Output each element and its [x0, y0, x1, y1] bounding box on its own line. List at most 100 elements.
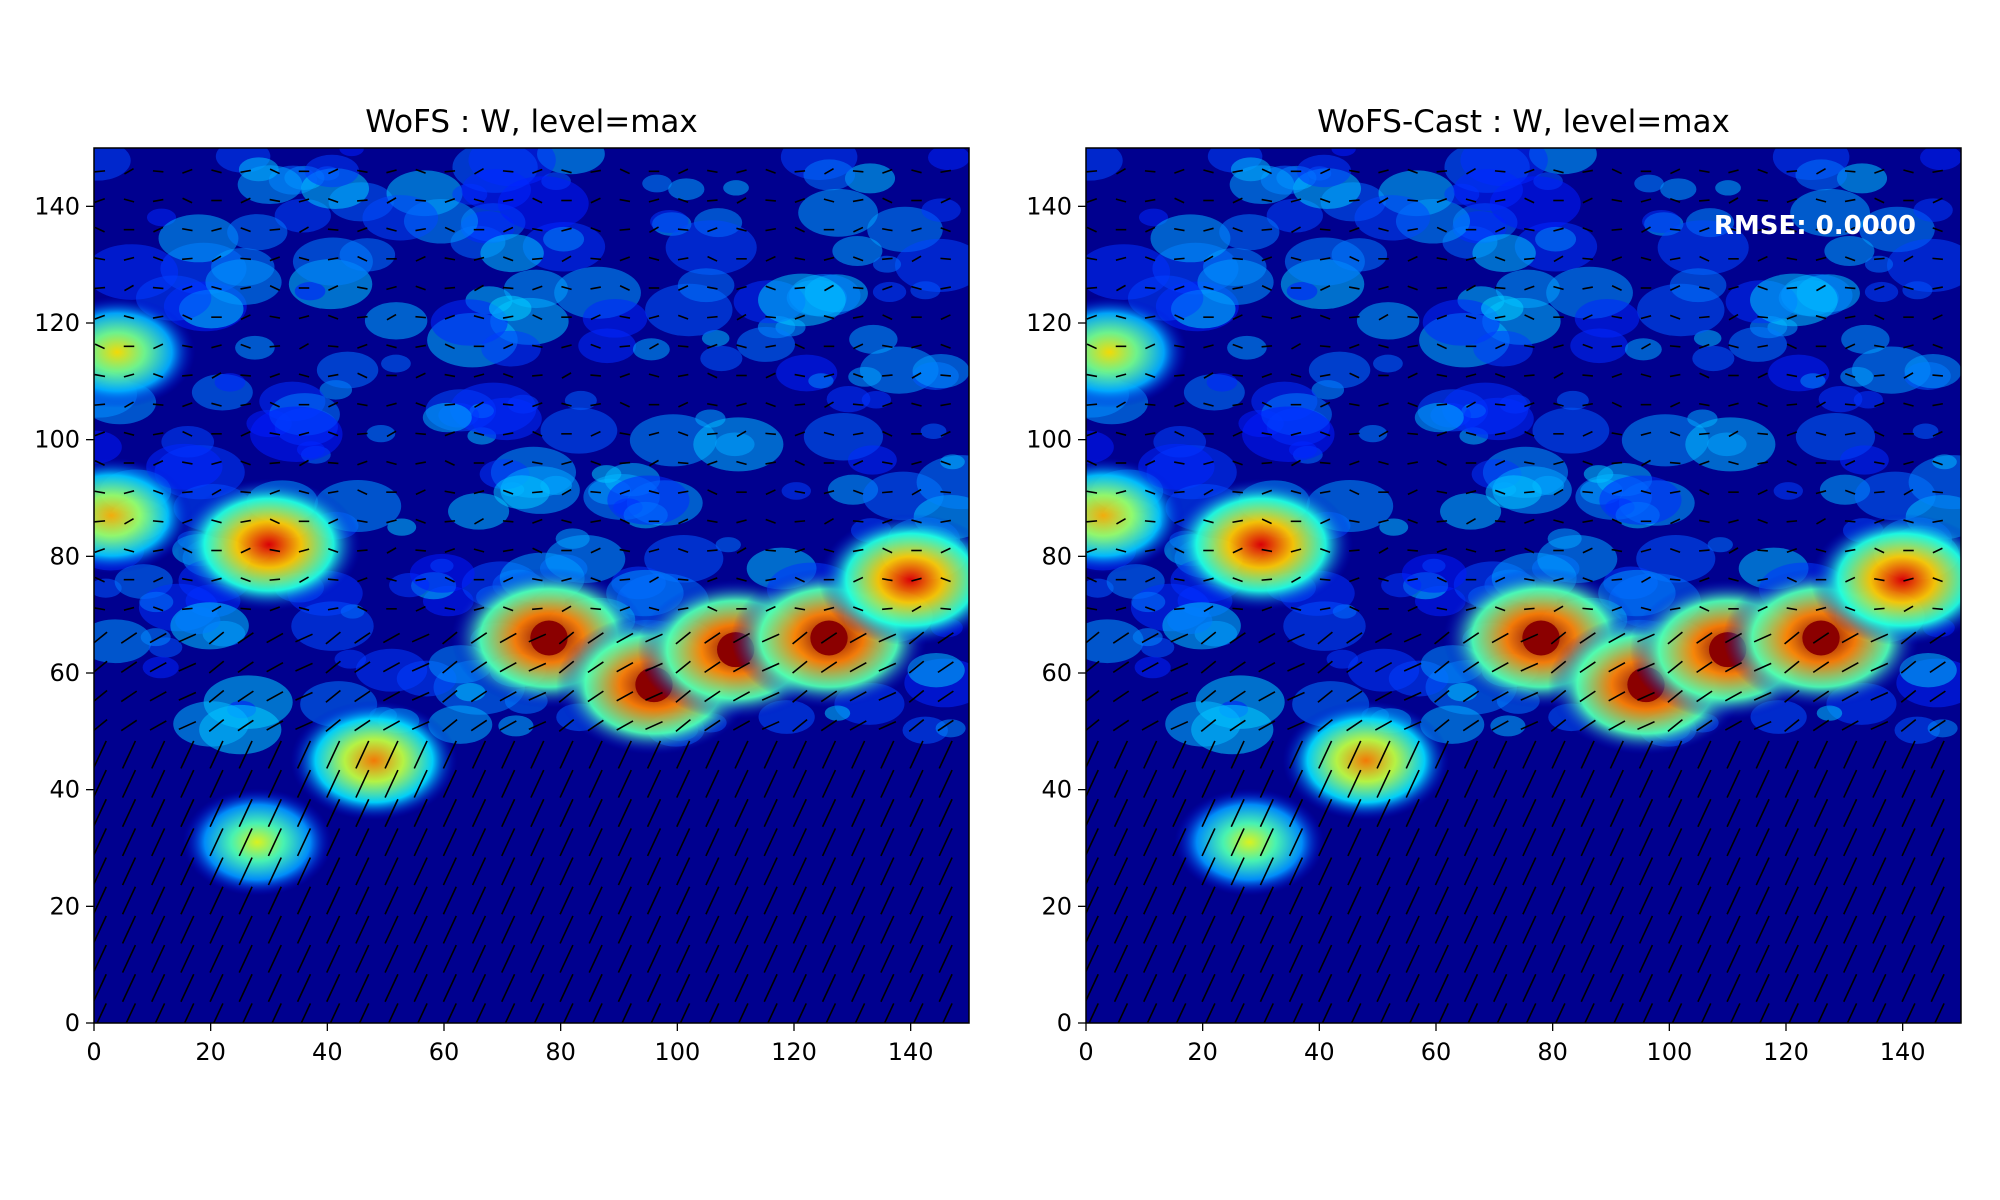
wind-vector [821, 886, 837, 915]
field-texture [142, 656, 179, 679]
wind-vector [1696, 632, 1713, 644]
field-texture [1913, 198, 1953, 222]
wind-vector [153, 226, 164, 233]
wind-vector [1932, 490, 1943, 494]
field-texture [480, 234, 544, 273]
wind-vector [475, 1003, 487, 1023]
wind-vector [1696, 719, 1713, 732]
wind-vector [1874, 197, 1885, 204]
wind-vector [1844, 256, 1856, 262]
wind-vector [532, 168, 543, 174]
wind-vector [1409, 1003, 1420, 1023]
wind-vector [1903, 577, 1914, 582]
wind-vector [849, 661, 867, 673]
wind-vector [415, 372, 426, 379]
wind-vector [1584, 1003, 1595, 1023]
field-texture [292, 237, 373, 286]
wind-vector [736, 460, 747, 466]
wind-vector [619, 198, 631, 203]
wind-vector [1697, 857, 1712, 886]
wind-vector [590, 227, 601, 233]
field-texture [1824, 235, 1875, 266]
wind-vector [1407, 402, 1418, 408]
wind-vector [676, 857, 691, 886]
wind-vector [676, 769, 691, 798]
wind-vector [180, 798, 195, 828]
wind-vector [384, 798, 399, 828]
wind-vector [178, 662, 197, 672]
field-texture [498, 715, 534, 737]
wind-vector [938, 944, 953, 973]
wind-vector [295, 691, 313, 701]
wind-vector [208, 689, 225, 703]
wind-vector [1407, 518, 1418, 524]
wind-vector [528, 633, 547, 643]
field-texture [334, 649, 367, 669]
wind-vector [734, 769, 749, 798]
wind-vector [675, 660, 691, 674]
wind-vector [707, 372, 718, 379]
wind-vector [1757, 372, 1768, 379]
wind-vector [1086, 520, 1098, 523]
wind-vector [503, 226, 514, 233]
wind-vector [182, 490, 193, 494]
wind-vector [1143, 740, 1158, 769]
wind-vector [909, 915, 924, 944]
wind-vector [1932, 430, 1943, 437]
wind-vector [1349, 402, 1360, 407]
wind-vector [1724, 691, 1743, 702]
wind-vector [559, 973, 574, 1003]
wind-vector [1374, 720, 1393, 731]
rmse-annotation: RMSE: 0.0000 [1714, 211, 1916, 241]
wind-vector [240, 519, 251, 524]
wind-vector [1113, 915, 1129, 944]
wind-vector [1466, 401, 1476, 408]
wind-vector [473, 198, 485, 203]
wind-vector [1466, 168, 1476, 175]
field-texture [1864, 281, 1899, 302]
wind-vector [559, 886, 574, 915]
wind-vector [617, 915, 632, 944]
wind-vector [1786, 403, 1798, 406]
wind-vector [327, 431, 339, 437]
wind-vector [1813, 769, 1829, 798]
wind-vector [1319, 431, 1331, 437]
wind-vector [298, 256, 310, 261]
wind-vector [648, 431, 660, 436]
wind-vector [852, 256, 864, 262]
wind-vector [1930, 769, 1945, 798]
wind-vector [878, 720, 897, 731]
wind-vector [530, 798, 545, 828]
wind-vector [1086, 915, 1099, 944]
wind-vector [1201, 973, 1216, 1003]
wind-vector [1347, 769, 1362, 798]
wind-vector [734, 828, 749, 857]
wind-vector [1174, 168, 1185, 174]
wind-vector [1932, 343, 1943, 349]
wind-vector [1407, 461, 1418, 465]
wind-vector [1113, 886, 1129, 915]
wind-vector [704, 632, 721, 644]
wind-vector [1378, 402, 1389, 407]
field-texture [693, 417, 784, 472]
wind-vector [269, 461, 281, 465]
wind-vector [1347, 740, 1362, 769]
wind-vector [1638, 769, 1654, 798]
wind-vector [325, 631, 341, 645]
wind-vector [473, 490, 485, 495]
wind-vector [1553, 577, 1564, 582]
wind-vector [1172, 798, 1187, 828]
wind-vector [912, 1003, 924, 1023]
field-texture [540, 407, 618, 454]
wind-vector [94, 547, 106, 554]
wind-vector [499, 661, 517, 673]
wind-vector [1724, 661, 1743, 673]
wind-vector [1288, 944, 1304, 973]
wind-vector [1609, 944, 1624, 973]
wind-vector [299, 576, 309, 583]
wind-vector [1407, 432, 1418, 436]
wind-vector [1117, 1003, 1129, 1023]
updraft-cell [1086, 457, 1185, 574]
wind-vector [707, 460, 718, 466]
wind-vector [386, 402, 397, 407]
